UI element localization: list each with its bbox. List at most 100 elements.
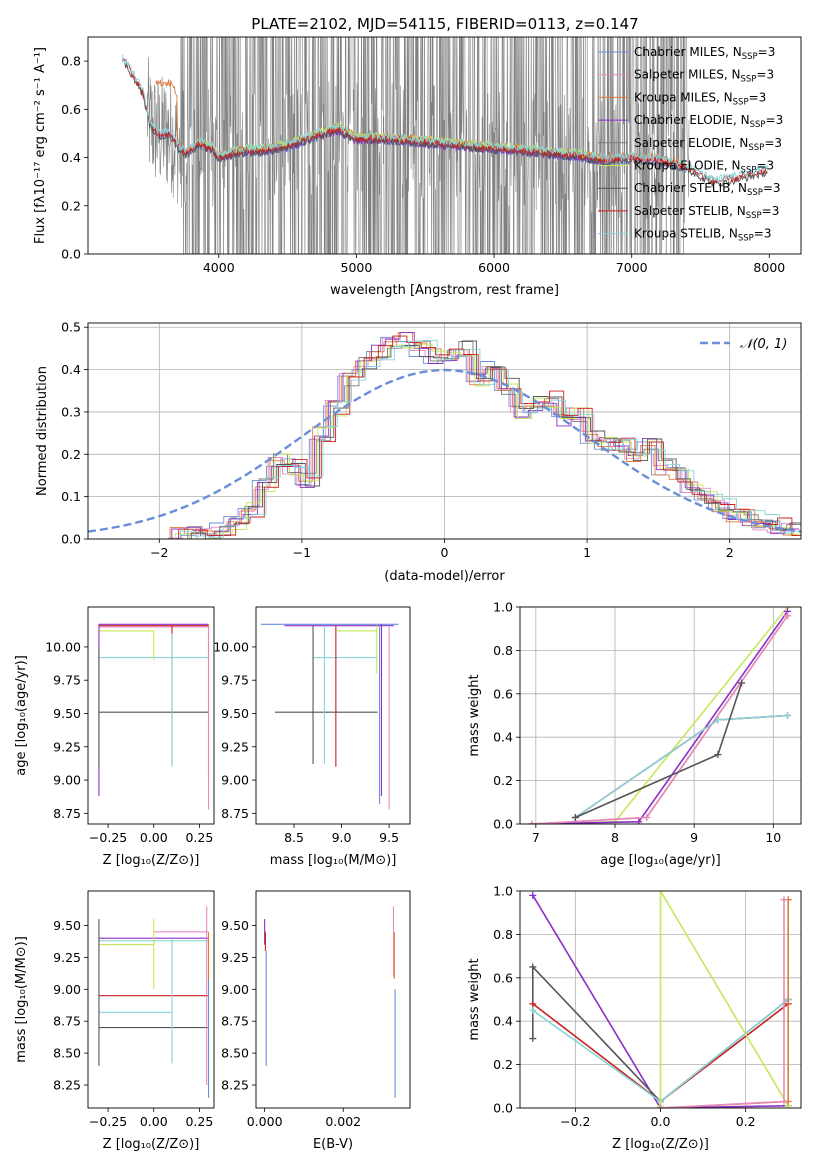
legend-entry: Chabrier MILES, NSSP=3 <box>634 45 775 62</box>
hist-salpeter-miles <box>167 337 796 539</box>
axes-frame <box>519 606 802 825</box>
lines-area <box>528 607 792 824</box>
point-marker <box>714 751 722 759</box>
y-tick-label: 1.0 <box>493 600 513 615</box>
point-marker <box>738 679 746 687</box>
legend-entry: Salpeter STELIB, NSSP=3 <box>634 204 779 221</box>
model-chabrier-stelib <box>121 58 768 189</box>
axes-frame <box>87 606 215 825</box>
x-tick-label: −2 <box>150 545 168 560</box>
x-tick-label: 0.000 <box>247 1114 283 1129</box>
x-tick-label: 0.002 <box>325 1114 361 1129</box>
y-tick-label: 0.0 <box>493 817 513 832</box>
x-tick-label: 0.0 <box>651 1114 671 1129</box>
point-marker <box>780 1097 788 1105</box>
x-tick-label: 1 <box>583 545 591 560</box>
y-tick-label: 0.6 <box>61 102 81 117</box>
point-marker <box>657 1104 664 1108</box>
y-tick-label: 9.00 <box>221 982 249 997</box>
y-tick-label: 9.50 <box>53 918 81 933</box>
point-marker <box>643 813 651 821</box>
x-tick-label: −0.2 <box>560 1114 590 1129</box>
y-axis-label: mass [log₁₀(M/M⊙)] <box>14 936 29 1063</box>
point-marker <box>635 818 643 824</box>
x-tick-label: 0 <box>441 545 449 560</box>
y-tick-label: 9.25 <box>221 739 249 754</box>
y-tick-label: 8.75 <box>53 806 81 821</box>
normal-curve <box>88 368 801 533</box>
y-tick-label: 0.8 <box>61 54 81 69</box>
x-tick-label: 2 <box>726 545 734 560</box>
x-tick-label: −0.25 <box>89 1114 127 1129</box>
x-tick-label: 0.00 <box>140 830 168 845</box>
y-tick-label: 0.2 <box>61 198 81 213</box>
x-tick-label: 0.25 <box>185 1114 213 1129</box>
y-tick-label: 0.2 <box>493 773 513 788</box>
y-tick-label: 9.50 <box>221 706 249 721</box>
y-tick-label: 0.0 <box>493 1101 513 1116</box>
x-axis-label: (data-model)/error <box>384 569 505 584</box>
x-tick-label: 8000 <box>753 260 785 275</box>
x-tick-label: 7000 <box>616 260 648 275</box>
y-tick-label: 9.50 <box>53 706 81 721</box>
y-tick-label: 8.75 <box>53 1014 81 1029</box>
y-tick-label: 9.25 <box>53 739 81 754</box>
y-tick-label: 0.0 <box>61 247 81 262</box>
y-tick-label: 9.75 <box>221 673 249 688</box>
x-tick-label: 9 <box>690 830 698 845</box>
axes-frame <box>87 322 802 540</box>
x-axis-label: Z [log₁₀(Z/Z⊙)] <box>103 1137 200 1152</box>
point-marker <box>657 891 664 895</box>
y-tick-label: 10.00 <box>45 639 81 654</box>
x-tick-label: 0.00 <box>140 1114 168 1129</box>
x-axis-label: Z [log₁₀(Z/Z⊙)] <box>612 1137 709 1152</box>
point-marker <box>784 712 792 719</box>
legend-entry: Kroupa MILES, NSSP=3 <box>634 90 766 107</box>
x-tick-label: 10 <box>765 830 781 845</box>
data-spectrum <box>146 37 690 254</box>
series-salpeter-miles <box>660 899 785 1108</box>
point-marker <box>529 1035 537 1043</box>
y-tick-label: 8.75 <box>221 806 249 821</box>
y-axis-label: mass weight <box>467 958 482 1040</box>
legend-entry: Kroupa ELODIE, NSSP=3 <box>634 159 774 176</box>
y-tick-label: 0.5 <box>61 320 81 335</box>
spectrum-plot-area <box>121 37 768 254</box>
x-axis-label: Z [log₁₀(Z/Z⊙)] <box>103 853 200 868</box>
panel-mass-vs-Z: −0.25 0.00 0.25 8.25 8.50 8.75 9.00 9.25 9.50 Z [… <box>14 890 215 1152</box>
x-tick-label: 7 <box>532 830 540 845</box>
axes-frame <box>87 890 215 1109</box>
y-axis-label: Flux [fλ10⁻¹⁷ erg cm⁻² s⁻¹ A⁻¹] <box>33 47 48 244</box>
y-tick-label: 0.4 <box>61 150 81 165</box>
y-tick-label: 9.00 <box>53 982 81 997</box>
y-tick-label: 8.50 <box>53 1046 81 1061</box>
y-tick-label: 9.25 <box>53 950 81 965</box>
legend-entry: Chabrier STELIB, NSSP=3 <box>634 181 781 198</box>
x-tick-label: 9.0 <box>332 830 352 845</box>
y-tick-label: 0.4 <box>493 1014 513 1029</box>
y-tick-label: 0.2 <box>493 1057 513 1072</box>
y-axis-label: age [log₁₀(age/yr)] <box>14 655 29 776</box>
axes-frame <box>255 890 411 1109</box>
lines-area <box>529 891 792 1108</box>
y-tick-label: 8.25 <box>53 1078 81 1093</box>
y-tick-label: 8.50 <box>221 1046 249 1061</box>
x-tick-label: 5000 <box>341 260 373 275</box>
series-chabrier-stelib <box>575 682 743 819</box>
x-axis-label: age [log₁₀(age/yr)] <box>600 853 721 868</box>
y-tick-label: 0.8 <box>493 927 513 942</box>
x-tick-label: 8 <box>611 830 619 845</box>
x-axis-label: mass [log₁₀(M/M⊙)] <box>270 853 397 868</box>
point-marker <box>528 820 536 824</box>
axes-frame <box>255 606 411 825</box>
y-tick-label: 0.1 <box>61 489 81 504</box>
panel-age-vs-mass: 8.5 9.0 9.5 8.75 9.00 9.25 9.50 9.75 10.00 mass [… <box>213 606 411 868</box>
y-axis-label: mass weight <box>467 674 482 756</box>
point-marker <box>784 612 792 620</box>
x-axis-label: E(B-V) <box>313 1137 353 1152</box>
y-tick-label: 0.0 <box>61 532 81 547</box>
series-kroupa-miles <box>660 899 789 1108</box>
hist-chabrier-stelib <box>177 340 801 539</box>
legend-entry: 𝒩(0, 1) <box>740 337 787 352</box>
